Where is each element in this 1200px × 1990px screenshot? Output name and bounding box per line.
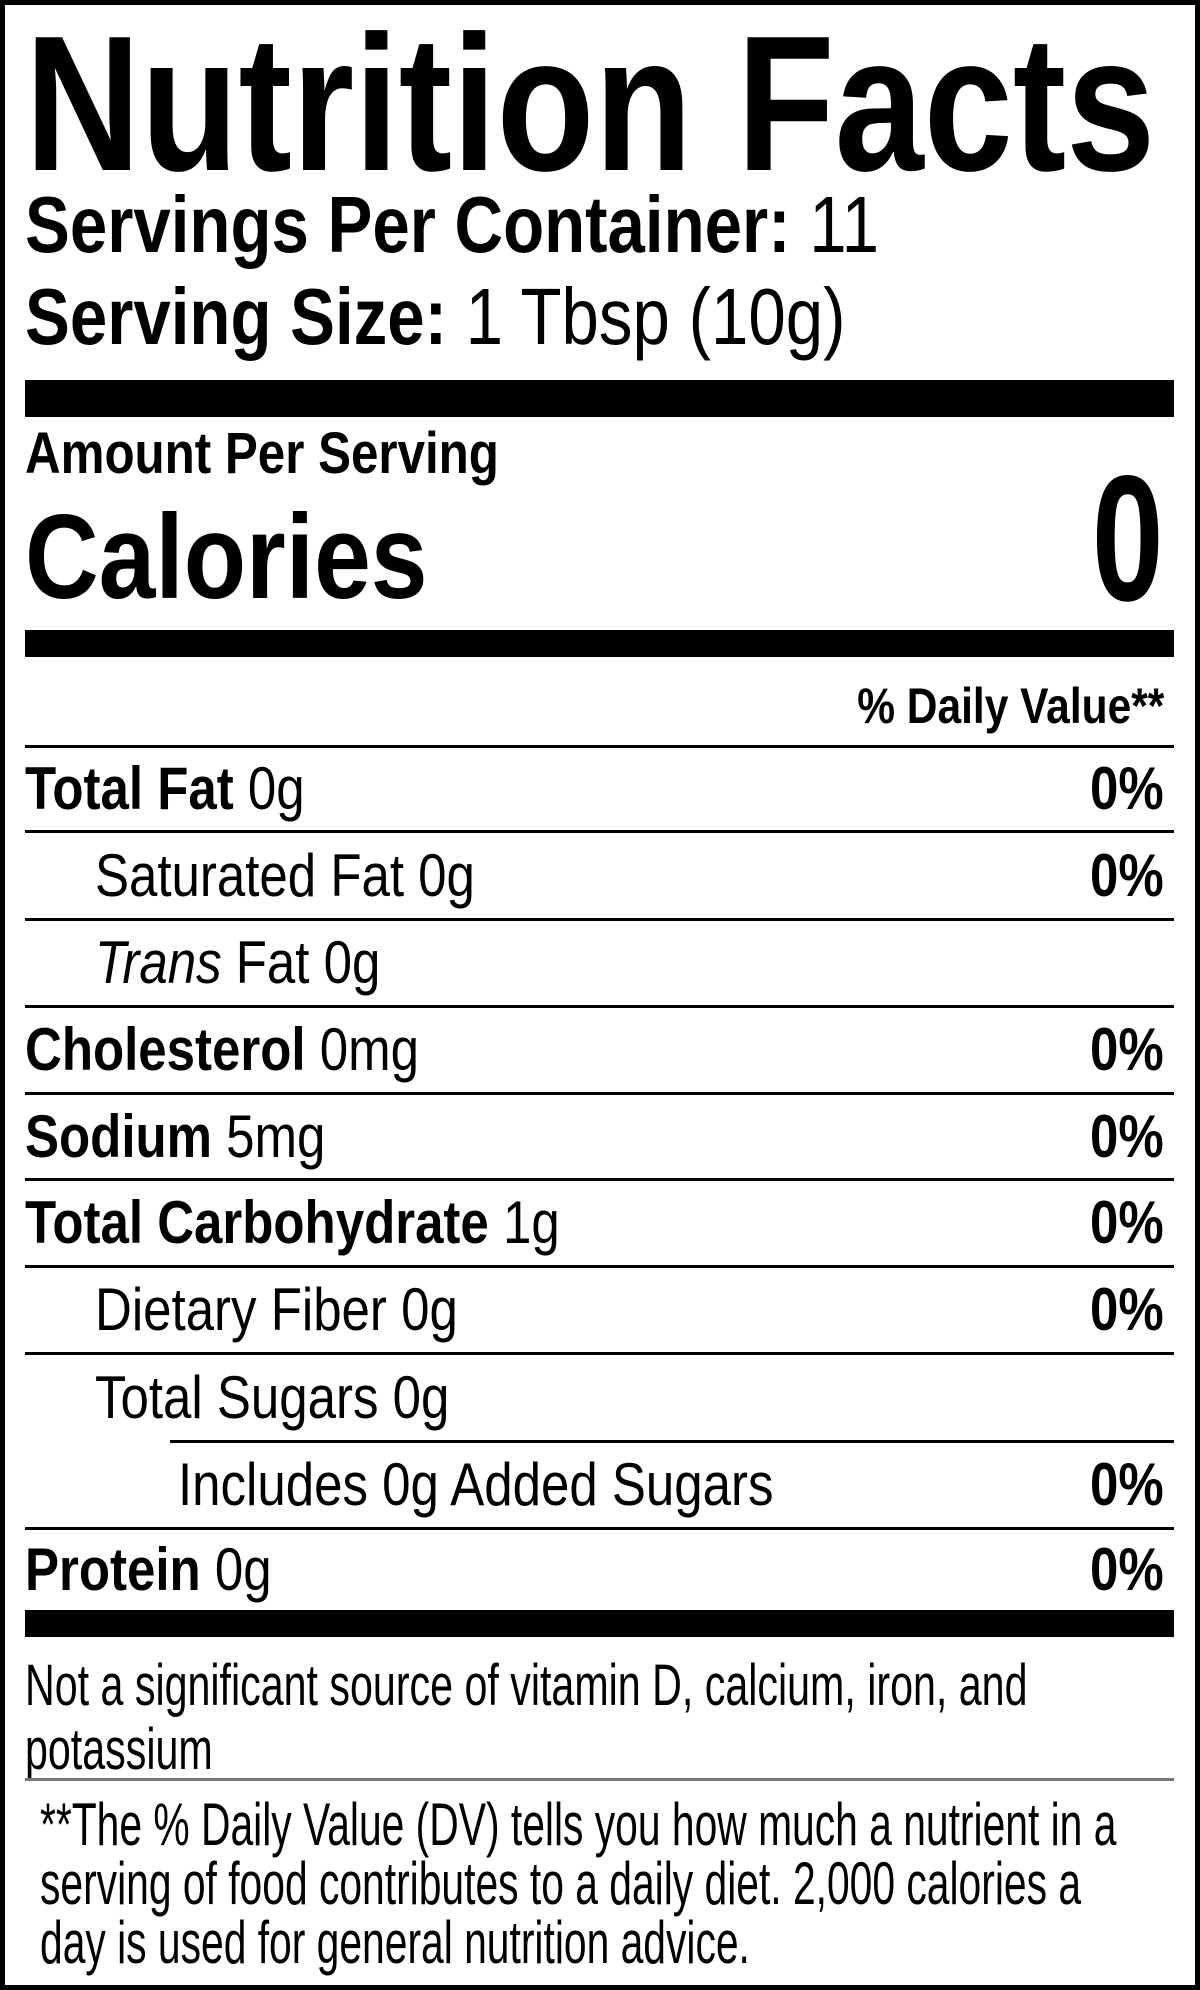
nutrient-amount: 5mg xyxy=(226,1102,326,1170)
nutrient-amount: Saturated Fat 0g xyxy=(95,841,475,909)
nutrient-name: Total Sugars 0g xyxy=(25,1367,1164,1428)
rule xyxy=(25,1005,1174,1008)
notice-line-1: Not a significant source of vitamin D, c… xyxy=(25,1653,1195,1718)
calories-value-text: 0 xyxy=(1092,438,1164,638)
serving-size-label: Serving Size: xyxy=(25,272,466,361)
nutrient-row-cholesterol: Cholesterol 0mg 0% xyxy=(25,1008,1164,1092)
footnote-divider xyxy=(25,1778,1174,1781)
separator-bar-calories xyxy=(25,630,1174,657)
separator-bar-top xyxy=(25,380,1174,417)
nutrient-name: Total Fat 0g xyxy=(25,759,1077,819)
nutrient-row-dietary-fiber: Dietary Fiber 0g 0% xyxy=(25,1268,1164,1352)
nutrient-name: Trans Fat 0g xyxy=(25,933,1164,993)
daily-value-percent: 0% xyxy=(1090,1276,1164,1343)
daily-value-percent: 0% xyxy=(1090,755,1164,822)
rule-indented xyxy=(170,1440,1174,1443)
nutrient-name: Includes 0g Added Sugars xyxy=(25,1455,1077,1515)
nutrient-amount: Fat 0g xyxy=(235,929,381,996)
daily-value-percent: 0% xyxy=(1090,1189,1164,1256)
nutrient-amount: Total Sugars 0g xyxy=(95,1363,450,1431)
calories-label-text: Calories xyxy=(25,490,428,624)
label-title-text: Nutrition Facts xyxy=(25,0,1156,211)
footnote-line-1: **The % Daily Value (DV) tells you how m… xyxy=(40,1791,1195,1858)
nutrient-amount: 0mg xyxy=(319,1016,419,1083)
nutrient-amount: Dietary Fiber 0g xyxy=(95,1276,458,1343)
nutrient-row-sodium: Sodium 5mg 0% xyxy=(25,1095,1164,1178)
servings-per-container-line: Servings Per Container: 11 xyxy=(25,185,1042,265)
serving-size-value: 1 Tbsp (10g) xyxy=(465,272,846,361)
daily-value-cell: 0% xyxy=(1077,1540,1164,1600)
daily-value-header-text: % Daily Value** xyxy=(856,678,1164,734)
footnote-line-3: day is used for general nutrition advice… xyxy=(40,1909,1195,1976)
nutrient-label: Cholesterol xyxy=(25,1016,320,1083)
insignificant-source-notice: Not a significant source of vitamin D, c… xyxy=(25,1653,1195,1782)
amount-per-serving-text: Amount Per Serving xyxy=(25,421,499,486)
nutrient-name: Sodium 5mg xyxy=(25,1106,1077,1167)
daily-value-cell: 0% xyxy=(1077,841,1164,909)
nutrient-amount: Includes 0g Added Sugars xyxy=(178,1451,774,1518)
nutrient-row-saturated-fat: Saturated Fat 0g 0% xyxy=(25,833,1164,918)
notice-line-2: potassium xyxy=(25,1717,1195,1782)
nutrient-row-total-sugars: Total Sugars 0g xyxy=(25,1355,1164,1440)
rule xyxy=(25,1352,1174,1355)
servings-per-container-text: Servings Per Container: 11 xyxy=(25,185,879,265)
daily-value-header: % Daily Value** xyxy=(803,681,1164,731)
daily-value-cell: 0% xyxy=(1077,1193,1164,1253)
footnote-line-2-text: serving of food contributes to a daily d… xyxy=(40,1850,1082,1917)
daily-value-cell: 0% xyxy=(1077,1102,1164,1170)
nutrient-name: Dietary Fiber 0g xyxy=(25,1280,1077,1340)
nutrient-row-total-fat: Total Fat 0g 0% xyxy=(25,748,1164,830)
nutrient-amount: 0g xyxy=(247,755,305,822)
nutrient-label-italic: Trans xyxy=(95,929,236,996)
rule xyxy=(25,745,1174,748)
footnote-line-2: serving of food contributes to a daily d… xyxy=(40,1850,1195,1917)
nutrient-label: Sodium xyxy=(25,1102,227,1170)
daily-value-cell: 0% xyxy=(1077,759,1164,819)
nutrient-name: Total Carbohydrate 1g xyxy=(25,1193,1077,1253)
nutrient-row-trans-fat: Trans Fat 0g xyxy=(25,921,1164,1005)
servings-per-container-label: Servings Per Container: xyxy=(25,180,810,269)
calories-value: 0 xyxy=(1064,449,1164,628)
nutrient-row-added-sugars: Includes 0g Added Sugars 0% xyxy=(25,1443,1164,1527)
rule xyxy=(25,1178,1174,1181)
serving-size-line: Serving Size: 1 Tbsp (10g) xyxy=(25,277,1002,357)
nutrient-name: Saturated Fat 0g xyxy=(25,845,1077,906)
nutrient-name: Protein 0g xyxy=(25,1540,1077,1600)
nutrient-row-total-carbohydrate: Total Carbohydrate 1g 0% xyxy=(25,1181,1164,1265)
label-title: Nutrition Facts xyxy=(25,0,1195,211)
footnote-line-1-text: **The % Daily Value (DV) tells you how m… xyxy=(40,1791,1117,1858)
daily-value-percent: 0% xyxy=(1090,1451,1164,1518)
nutrient-label: Protein xyxy=(25,1536,215,1603)
daily-value-percent: 0% xyxy=(1090,1102,1164,1170)
serving-size-text: Serving Size: 1 Tbsp (10g) xyxy=(25,277,845,357)
daily-value-cell: 0% xyxy=(1077,1455,1164,1515)
notice-line-1-text: Not a significant source of vitamin D, c… xyxy=(25,1653,1028,1718)
separator-bar-bottom xyxy=(25,1610,1174,1637)
amount-per-serving-heading: Amount Per Serving xyxy=(25,425,583,483)
daily-value-footnote: **The % Daily Value (DV) tells you how m… xyxy=(40,1791,1195,1976)
rule xyxy=(25,1527,1174,1530)
footnote-line-3-text: day is used for general nutrition advice… xyxy=(40,1909,750,1976)
nutrient-name: Cholesterol 0mg xyxy=(25,1020,1077,1080)
calories-label: Calories xyxy=(25,497,499,617)
nutrient-label: Total Carbohydrate xyxy=(25,1189,503,1256)
daily-value-percent: 0% xyxy=(1090,841,1164,909)
rule xyxy=(25,830,1174,833)
nutrient-amount: 0g xyxy=(214,1536,272,1603)
nutrient-label: Total Fat xyxy=(25,755,248,822)
daily-value-cell: 0% xyxy=(1077,1020,1164,1080)
rule xyxy=(25,1092,1174,1095)
daily-value-percent: 0% xyxy=(1090,1016,1164,1083)
notice-line-2-text: potassium xyxy=(25,1717,213,1782)
nutrient-row-protein: Protein 0g 0% xyxy=(25,1530,1164,1610)
daily-value-percent: 0% xyxy=(1090,1536,1164,1603)
nutrient-amount: 1g xyxy=(502,1189,560,1256)
rule xyxy=(25,918,1174,921)
servings-per-container-value: 11 xyxy=(809,180,879,269)
rule xyxy=(25,1265,1174,1268)
daily-value-cell: 0% xyxy=(1077,1280,1164,1340)
